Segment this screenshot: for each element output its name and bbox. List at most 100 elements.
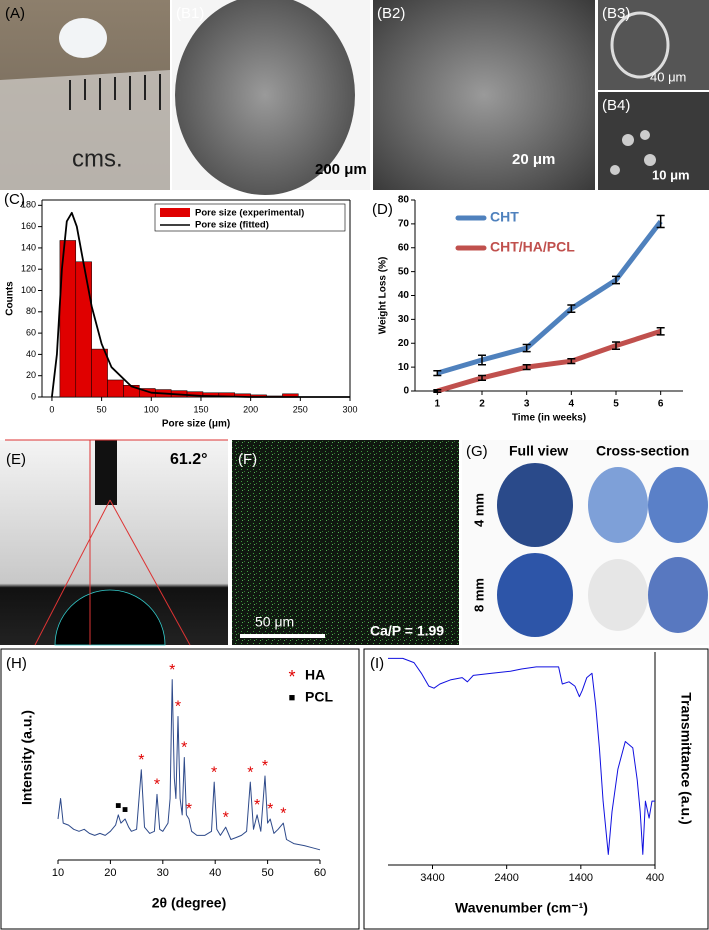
- bar: [91, 348, 108, 398]
- error-bar: [433, 389, 442, 393]
- x-tick-label: 300: [342, 404, 357, 414]
- x-tick-label: 2400: [494, 872, 518, 884]
- peak-marker: *: [169, 662, 175, 679]
- y-tick-label: 50: [398, 266, 410, 277]
- x-tick-label: 100: [144, 404, 159, 414]
- legend-symbol: *: [288, 667, 295, 687]
- contact-angle: 61.2°: [170, 451, 208, 468]
- legend-label: Pore size (fitted): [195, 220, 269, 231]
- legend-label: CHT/HA/PCL: [490, 239, 575, 255]
- y-tick-label: 0: [31, 391, 36, 401]
- y-tick-label: 10: [398, 362, 410, 373]
- panel-label: (B4): [602, 97, 630, 114]
- panel-label: (F): [238, 451, 257, 468]
- peak-marker: *: [138, 752, 144, 769]
- x-axis-label: Time (in weeks): [512, 413, 586, 424]
- droplet: [54, 589, 166, 646]
- x-tick-label: 3: [524, 399, 530, 410]
- y-axis-label: Intensity (a.u.): [19, 710, 35, 805]
- data-line: [436, 219, 663, 376]
- x-tick-label: 3400: [420, 872, 444, 884]
- x-axis-label: Pore size (μm): [162, 419, 230, 430]
- column-header: Cross-section: [596, 443, 689, 459]
- y-tick-label: 60: [26, 327, 36, 337]
- data-line: [436, 328, 662, 394]
- column-header: Full view: [509, 443, 568, 459]
- error-bar: [478, 374, 486, 382]
- peak-marker: *: [154, 777, 160, 794]
- photo-b2: [373, 0, 595, 190]
- x-tick-label: 2: [479, 399, 485, 410]
- panel-label: (E): [6, 451, 26, 468]
- error-bar: [612, 341, 620, 350]
- row-header: 8 mm: [471, 578, 486, 612]
- y-tick-label: 180: [21, 200, 36, 210]
- scale-bar-label: 20 μm: [512, 151, 555, 168]
- y-tick-label: 40: [398, 290, 410, 301]
- peak-marker: ■: [115, 801, 121, 812]
- peak-marker: ■: [122, 805, 128, 816]
- y-tick-label: 100: [21, 285, 36, 295]
- x-axis-label: Wavenumber (cm⁻¹): [455, 900, 588, 916]
- x-tick-label: 5: [613, 399, 619, 410]
- x-tick-label: 400: [646, 872, 664, 884]
- panel-label: (G): [466, 443, 488, 460]
- y-tick-label: 140: [21, 242, 36, 252]
- error-bar: [612, 275, 620, 285]
- scale-bar: [240, 634, 325, 638]
- x-tick-label: 50: [97, 404, 107, 414]
- scale-bar-label: 200 μm: [315, 161, 367, 178]
- panel-label: (D): [372, 201, 393, 218]
- y-tick-label: 70: [398, 219, 410, 230]
- peak-marker: *: [175, 699, 181, 716]
- error-bar: [567, 304, 576, 313]
- peak-marker: *: [247, 764, 253, 781]
- y-tick-label: 20: [398, 338, 410, 349]
- y-tick-label: 30: [398, 314, 410, 325]
- y-tick-label: 80: [398, 195, 410, 206]
- panel-label: (B2): [377, 5, 405, 22]
- error-bar: [656, 214, 665, 229]
- photo-a: [0, 0, 170, 190]
- legend-label: CHT: [490, 209, 519, 225]
- y-tick-label: 0: [403, 386, 409, 397]
- x-tick-label: 20: [104, 867, 116, 879]
- data-line: [57, 679, 321, 851]
- y-tick-label: 60: [398, 242, 410, 253]
- x-tick-label: 40: [209, 867, 221, 879]
- peak-marker: *: [211, 764, 217, 781]
- fitted-line: [51, 211, 350, 398]
- panel-label: (H): [6, 655, 27, 672]
- y-tick-label: 40: [26, 349, 36, 359]
- ruler-text: cms.: [72, 145, 123, 172]
- y-axis-label: Counts: [5, 281, 16, 316]
- x-tick-label: 1: [435, 399, 441, 410]
- row-header: 4 mm: [471, 493, 486, 527]
- x-tick-label: 0: [49, 404, 54, 414]
- y-tick-label: 80: [26, 306, 36, 316]
- x-tick-label: 4: [569, 399, 575, 410]
- angle-lines: [5, 439, 228, 646]
- panel-label: (B3): [602, 5, 630, 22]
- panel-label: (I): [370, 655, 384, 672]
- legend-label: Pore size (experimental): [195, 208, 304, 219]
- y-tick-label: 160: [21, 221, 36, 231]
- x-tick-label: 1400: [569, 872, 593, 884]
- error-bar: [522, 343, 531, 353]
- bar: [75, 261, 92, 398]
- photo-g: [497, 463, 708, 637]
- peak-marker: *: [223, 809, 229, 826]
- x-tick-label: 200: [243, 404, 258, 414]
- panel-label: (C): [4, 191, 25, 208]
- photo-b4: [610, 130, 656, 175]
- x-tick-label: 150: [193, 404, 208, 414]
- error-bar: [433, 369, 442, 377]
- y-tick-label: 20: [26, 370, 36, 380]
- peak-marker: *: [262, 758, 268, 775]
- y-axis-label: Transmittance (a.u.): [678, 692, 694, 824]
- photo-b1: [175, 0, 355, 195]
- x-tick-label: 30: [157, 867, 169, 879]
- x-tick-label: 10: [52, 867, 64, 879]
